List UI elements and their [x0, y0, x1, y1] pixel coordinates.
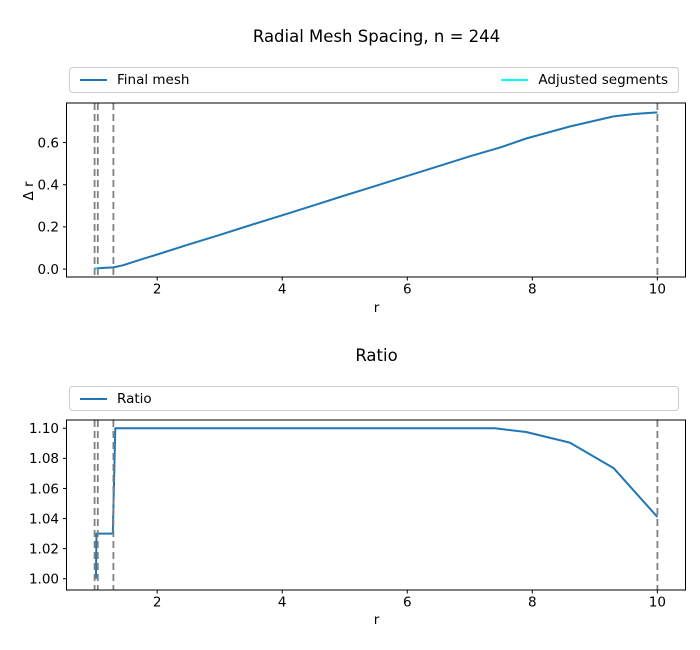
y-tick-label: 1.04: [29, 511, 59, 527]
x-tick-label: 2: [153, 282, 162, 298]
y-tick-label: 1.10: [29, 421, 59, 437]
y-tick-label: 0.6: [38, 135, 59, 151]
bottom-legend: Ratio: [69, 386, 679, 411]
legend-entry-final-mesh: Final mesh: [80, 72, 189, 88]
y-tick-label: 0.4: [38, 178, 59, 194]
bottom-x-axis-label: r: [373, 612, 380, 628]
y-tick-label: 1.02: [29, 541, 59, 557]
x-tick-label: 8: [528, 282, 537, 298]
y-tick-label: 1.06: [29, 481, 59, 497]
legend-entry-adjusted-segments: Adjusted segments: [501, 72, 668, 88]
x-tick-label: 4: [278, 282, 287, 298]
axes-frame: [66, 419, 686, 591]
y-tick-label: 1.08: [29, 451, 59, 467]
x-tick-label: 6: [403, 595, 412, 611]
final-mesh-line: [94, 111, 658, 270]
final-mesh-legend-line-icon: [80, 79, 107, 81]
x-tick-label: 6: [403, 282, 412, 298]
top-x-axis-label: r: [373, 300, 380, 316]
x-tick-label: 10: [649, 595, 666, 611]
adjusted-segments-legend-label: Adjusted segments: [538, 72, 668, 88]
top-y-axis-label: Δ r: [21, 181, 37, 201]
x-tick-label: 10: [649, 282, 666, 298]
x-tick-label: 2: [153, 595, 162, 611]
final-mesh-legend-label: Final mesh: [117, 72, 190, 88]
x-tick-label: 4: [278, 595, 287, 611]
y-tick-label: 0.0: [38, 262, 59, 278]
axes-frame: [66, 102, 686, 278]
top-legend: Final mesh Adjusted segments: [69, 67, 679, 93]
y-tick-label: 1.00: [29, 572, 59, 588]
ratio-line: [94, 427, 659, 579]
ratio-legend-label: Ratio: [117, 390, 152, 407]
ratio-legend-line-icon: [80, 397, 107, 400]
adjusted-segments-legend-line-icon: [501, 79, 529, 81]
legend-entry-ratio: Ratio: [80, 391, 152, 407]
bottom-plot-title: Ratio: [355, 346, 398, 365]
x-tick-label: 8: [528, 595, 537, 611]
y-tick-label: 0.2: [38, 220, 59, 236]
top-plot-title: Radial Mesh Spacing, n = 244: [252, 27, 501, 46]
